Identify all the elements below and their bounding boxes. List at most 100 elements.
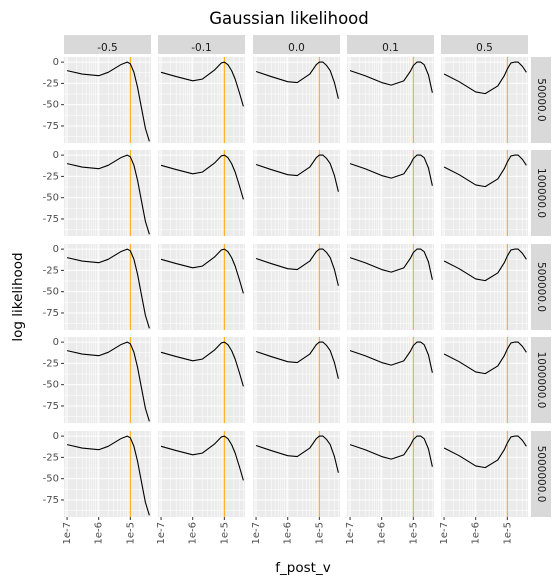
facet-panel — [158, 150, 245, 236]
panel-background — [64, 244, 151, 330]
series-line — [349, 248, 433, 280]
panel-background — [253, 337, 340, 423]
series-line — [255, 248, 339, 286]
column-strip-label: 0.0 — [288, 42, 305, 54]
x-tick-label: 1e-6 — [471, 522, 482, 545]
x-axis-title: f_post_v — [275, 560, 330, 576]
x-tick-label: 1e-6 — [94, 522, 105, 545]
series-line — [255, 435, 339, 473]
x-tick-label: 1e-6 — [377, 522, 388, 545]
panel-background — [441, 150, 528, 236]
series-line — [66, 154, 150, 235]
facet-panel: 0 -25 -50 -75 — [43, 337, 151, 423]
facet-panel — [441, 57, 528, 143]
row-strip-label: 100000.0 — [535, 168, 547, 218]
panel-background — [64, 337, 151, 423]
panel-background — [64, 57, 151, 143]
panel-background — [347, 431, 434, 517]
panel-background — [441, 337, 528, 423]
panel-background — [253, 150, 340, 236]
x-tick-label: 1e-6 — [188, 522, 199, 545]
y-tick-label: -50 — [43, 193, 59, 204]
row-strip — [531, 150, 551, 236]
facet-panel — [441, 337, 528, 423]
panel-background — [347, 150, 434, 236]
series-line — [66, 341, 150, 422]
series-line — [443, 154, 527, 188]
panel-background — [441, 57, 528, 143]
panel-background — [253, 431, 340, 517]
column-strip-label: -0.5 — [97, 42, 118, 54]
series-line — [160, 248, 244, 294]
panel-background — [347, 244, 434, 330]
facet-panel — [158, 337, 245, 423]
column-strip — [347, 35, 434, 54]
y-tick-label: 0 — [53, 244, 59, 255]
series-line — [349, 154, 433, 186]
y-tick-label: -50 — [43, 380, 59, 391]
series-line — [255, 341, 339, 379]
panel-background — [158, 337, 245, 423]
x-tick-label: 1e-5 — [314, 522, 325, 545]
panel-background — [158, 431, 245, 517]
y-tick-label: -25 — [43, 452, 59, 463]
facet-panel — [441, 150, 528, 236]
y-tick-label: -25 — [43, 265, 59, 276]
y-tick-label: -50 — [43, 287, 59, 298]
y-tick-label: -25 — [43, 78, 59, 89]
y-tick-label: -25 — [43, 358, 59, 369]
series-line — [349, 341, 433, 373]
facet-panel: 1e-7 1e-6 1e-5 — [251, 431, 340, 545]
facet-panel — [158, 244, 245, 330]
panel-background — [347, 337, 434, 423]
panel-background — [441, 244, 528, 330]
row-strip-label: 500000.0 — [535, 262, 547, 312]
facet-panel: 0 -25 -50 -75 — [43, 244, 151, 330]
row-strip — [531, 337, 551, 423]
facet-panel — [347, 150, 434, 236]
panel-background — [158, 150, 245, 236]
facet-panel: 0 -25 -50 -75 — [43, 57, 151, 143]
series-line — [160, 341, 244, 387]
x-tick-label: 1e-7 — [439, 522, 450, 545]
facet-panel — [347, 244, 434, 330]
series-line — [66, 61, 150, 142]
panel-background — [64, 431, 151, 517]
series-line — [443, 341, 527, 375]
y-tick-label: -25 — [43, 171, 59, 182]
facet-panel — [253, 337, 340, 423]
facet-panel: 1e-7 1e-6 1e-5 — [439, 431, 528, 545]
y-axis-title: log likelihood — [10, 252, 26, 341]
row-strip — [531, 244, 551, 330]
column-strip — [158, 35, 245, 54]
row-strip — [531, 431, 551, 517]
column-strip — [64, 35, 151, 54]
panel-background — [253, 57, 340, 143]
chart-title: Gaussian likelihood — [209, 9, 369, 28]
y-tick-label: 0 — [53, 150, 59, 161]
panel-background — [158, 57, 245, 143]
facet-panel — [253, 244, 340, 330]
y-tick-label: -75 — [43, 121, 59, 132]
y-tick-label: -75 — [43, 308, 59, 319]
series-line — [160, 154, 244, 200]
column-strip-label: 0.1 — [382, 42, 399, 54]
x-tick-label: 1e-5 — [502, 522, 513, 545]
facet-grid: -0.5 -0.1 0.0 0.1 0.5 50000.0 100000.0 500000.0… — [43, 35, 551, 545]
x-tick-label: 1e-7 — [62, 522, 73, 545]
panel-background — [64, 150, 151, 236]
row-strip-label: 5000000.0 — [535, 446, 547, 503]
x-tick-label: 1e-7 — [251, 522, 262, 545]
panel-background — [158, 244, 245, 330]
series-line — [349, 61, 433, 93]
series-line — [255, 61, 339, 99]
facet-panel: 1e-7 1e-6 1e-5 — [345, 431, 434, 545]
column-strip-label: -0.1 — [191, 42, 212, 54]
x-tick-label: 1e-5 — [408, 522, 419, 545]
y-tick-label: -75 — [43, 214, 59, 225]
y-tick-label: 0 — [53, 57, 59, 68]
series-line — [443, 435, 527, 469]
x-tick-label: 1e-7 — [156, 522, 167, 545]
